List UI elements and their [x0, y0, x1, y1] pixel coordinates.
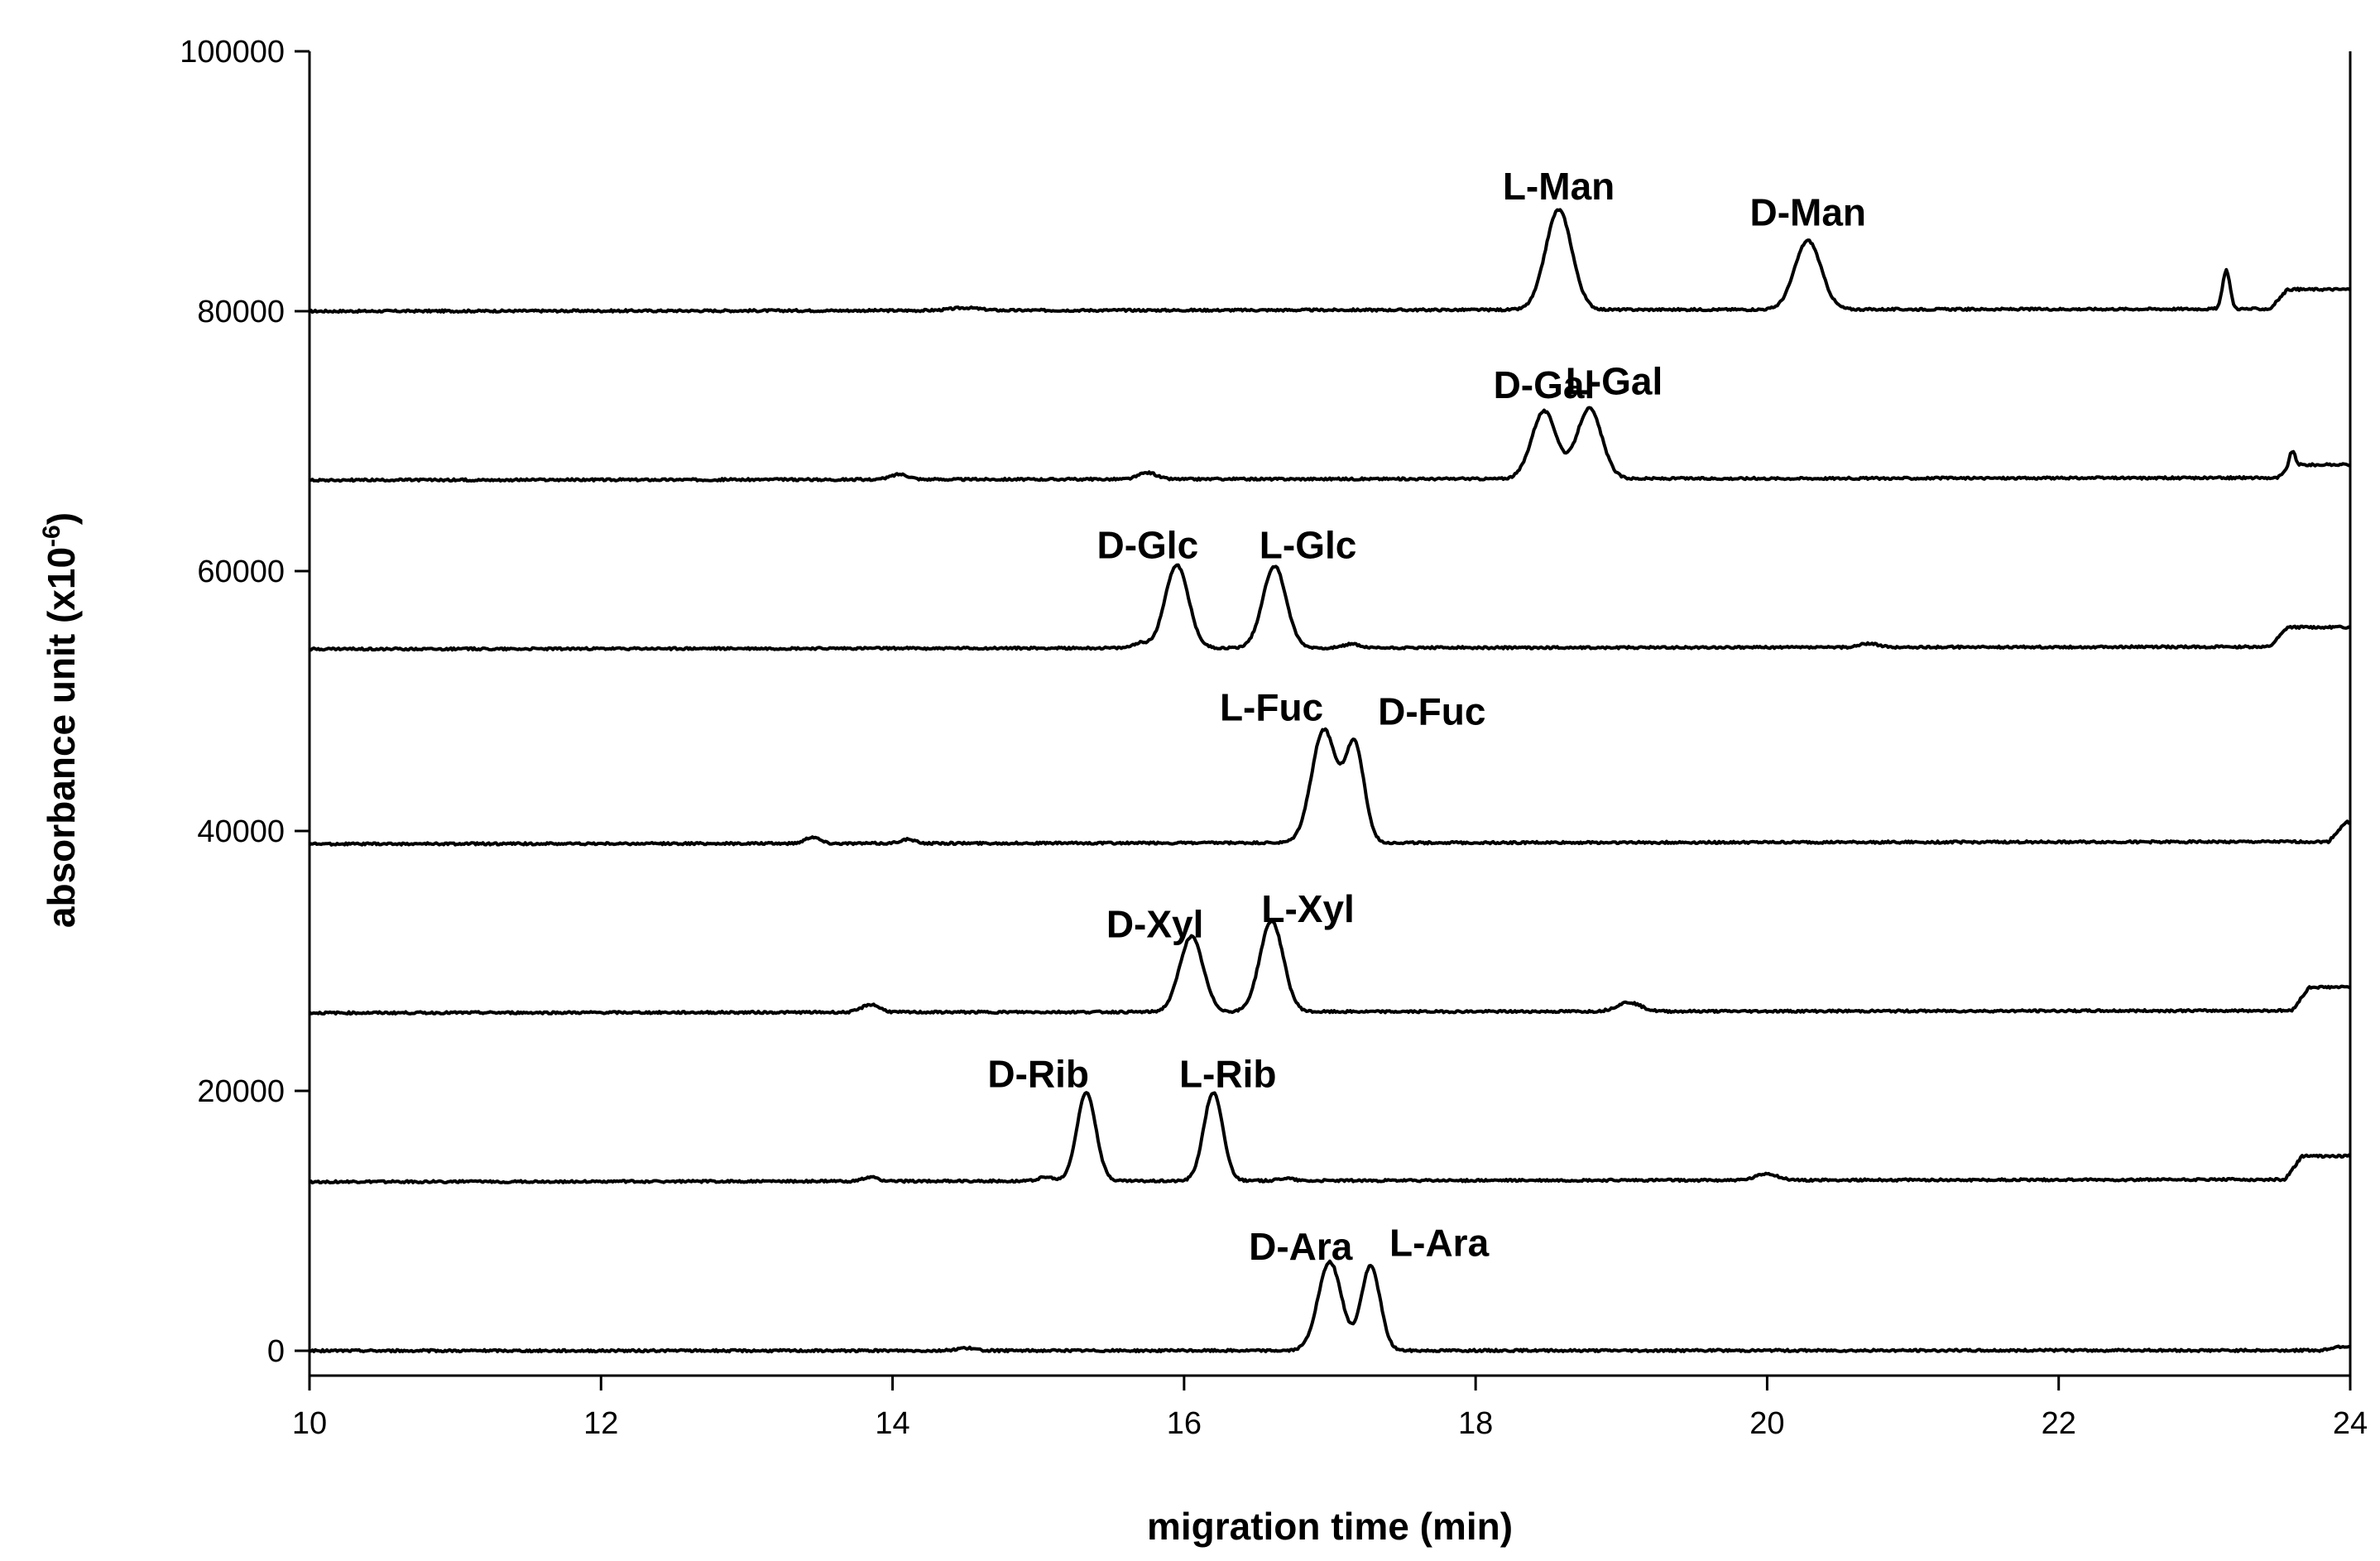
peak-label: D-Xyl: [1106, 903, 1204, 946]
trace-xyl: [308, 918, 2351, 1016]
peak-label: L-Glc: [1260, 523, 1357, 566]
y-tick-label: 20000: [197, 1074, 285, 1109]
trace-gal: [309, 406, 2351, 483]
x-tick-label: 24: [2333, 1406, 2368, 1441]
x-tick-label: 20: [1749, 1406, 1784, 1441]
y-tick-label: 0: [267, 1334, 285, 1369]
peak-label: D-Glc: [1096, 523, 1198, 566]
y-tick-label: 80000: [197, 295, 285, 329]
y-axis-title-sup: -6: [38, 525, 65, 547]
x-tick-label: 14: [875, 1406, 909, 1441]
peak-label: L-Xyl: [1261, 887, 1354, 930]
peak-label: L-Rib: [1179, 1052, 1277, 1095]
x-tick-label: 10: [292, 1406, 327, 1441]
peak-label: L-Man: [1503, 165, 1615, 208]
x-ticks: 10 12 14 16 18 20 22 24: [292, 1376, 2368, 1441]
y-axis-title-end: ): [40, 512, 83, 525]
plot-frame: [308, 51, 2352, 1377]
trace-man: [309, 208, 2352, 315]
traces: [308, 208, 2352, 1354]
y-axis-title-main: absorbance unit (x10: [40, 547, 83, 928]
trace-glc: [309, 563, 2351, 652]
trace-ara: [309, 1259, 2351, 1354]
peak-label: L-Fuc: [1220, 686, 1323, 729]
y-tick-label: 60000: [197, 555, 285, 589]
y-axis-title: absorbance unit (x10-6): [38, 512, 83, 928]
y-ticks: 0 20000 40000 60000 80000 100000: [180, 35, 309, 1369]
x-tick-label: 12: [583, 1406, 618, 1441]
x-axis-title: migration time (min): [1147, 1505, 1513, 1548]
peak-label: D-Man: [1749, 190, 1866, 233]
peak-label: L-Gal: [1566, 359, 1663, 402]
x-tick-label: 22: [2042, 1406, 2076, 1441]
trace-fuc: [308, 727, 2351, 847]
peak-label: D-Ara: [1249, 1225, 1353, 1268]
peak-label: D-Rib: [987, 1052, 1089, 1095]
x-tick-label: 18: [1458, 1406, 1493, 1441]
trace-rib: [309, 1091, 2352, 1184]
peak-label: D-Fuc: [1378, 689, 1485, 732]
x-tick-label: 16: [1167, 1406, 1202, 1441]
peak-label: D-Gal: [1494, 363, 1595, 406]
y-tick-label: 40000: [197, 814, 285, 849]
y-tick-label: 100000: [180, 35, 285, 70]
peak-label: L-Ara: [1389, 1221, 1490, 1264]
